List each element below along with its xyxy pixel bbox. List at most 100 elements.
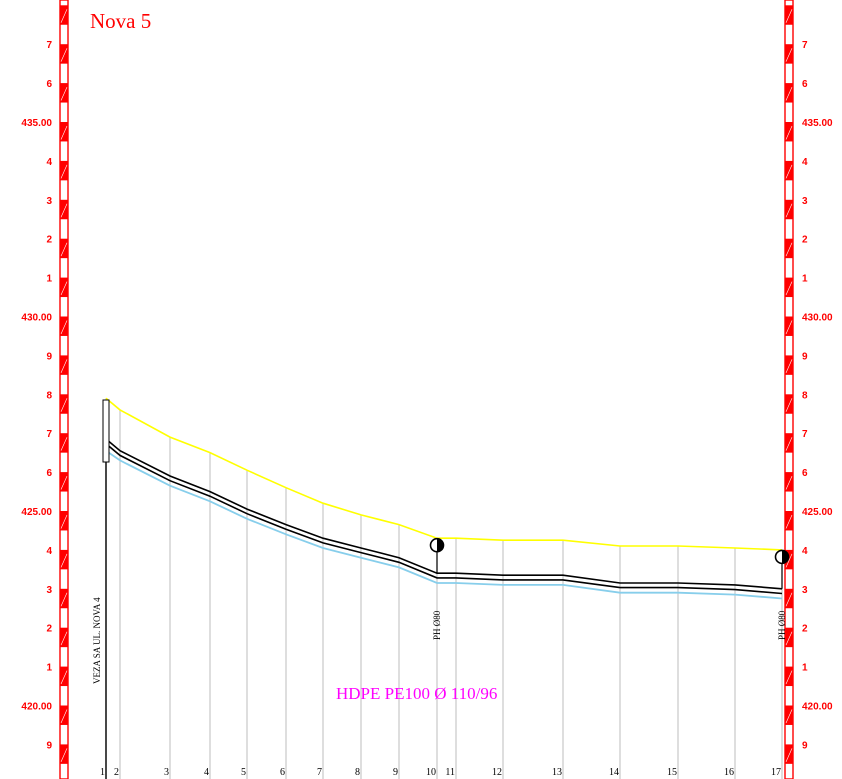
scale-label: 420.00	[802, 702, 833, 713]
scale-label: 425.00	[21, 507, 52, 518]
hydrant-label: PH Ø80	[777, 610, 787, 640]
connection-node	[102, 399, 110, 463]
scale-label: 425.00	[802, 507, 833, 518]
scale-segment	[785, 316, 793, 336]
scale-label: 3	[802, 585, 808, 596]
scale-segment	[785, 588, 793, 609]
scale-segment	[785, 666, 793, 687]
scale-bar	[784, 0, 794, 779]
pipe-bottom-line	[105, 443, 783, 595]
station-label: 15	[667, 767, 677, 778]
scale-hatch	[60, 48, 68, 62]
scale-label: 6	[802, 79, 808, 90]
scale-hatch	[60, 592, 68, 607]
scale-hatch	[60, 164, 68, 179]
scale-label: 3	[46, 585, 52, 596]
scale-hatch	[785, 475, 793, 490]
profile-lines	[105, 397, 783, 600]
scale-hatch	[785, 281, 793, 296]
scale-segment	[785, 122, 793, 142]
scale-segment	[60, 238, 68, 259]
scale-label: 9	[802, 351, 808, 362]
scale-hatch	[785, 670, 793, 685]
scale-segment	[60, 511, 68, 531]
scale-segment	[785, 549, 793, 570]
station-label: 7	[317, 767, 322, 778]
right-elevation-scale: 7 6 435.00 4 3 2 1 430.00 9 8 7 6 425.00 4 3 2 1 420.00 9	[784, 0, 833, 779]
scale-hatch	[60, 398, 68, 412]
scale-hatch	[60, 242, 68, 257]
scale-segment	[60, 744, 68, 764]
scale-hatch	[60, 320, 68, 335]
trench-bottom-line	[105, 449, 783, 600]
scale-label: 9	[46, 740, 52, 751]
station-label: 6	[280, 767, 285, 778]
scale-hatch	[60, 359, 68, 373]
station-lines	[105, 398, 783, 779]
connection-label: VEZA SA UL. NOVA 4	[92, 597, 102, 684]
station-label: 9	[393, 767, 398, 778]
scale-label: 9	[802, 740, 808, 751]
scale-segment	[785, 44, 793, 64]
scale-hatch	[785, 203, 793, 218]
scale-hatch	[60, 670, 68, 685]
scale-segment	[60, 160, 68, 181]
scale-segment	[60, 627, 68, 648]
station-label: 16	[724, 767, 734, 778]
station-label: 1	[100, 767, 105, 778]
scale-segment	[785, 744, 793, 764]
scale-label: 1	[46, 274, 52, 285]
scale-segment	[785, 394, 793, 414]
hydrants: PH Ø80 PH Ø80	[429, 537, 790, 640]
scale-segment	[785, 83, 793, 103]
scale-hatch	[60, 748, 68, 762]
left-elevation-scale: 7 6 435.00 4 3 2 1 430.00 9 8 7 6 425.00 4 3 2 1 420.00 9	[21, 0, 69, 779]
scale-hatch	[785, 398, 793, 412]
scale-label: 6	[46, 468, 52, 479]
scale-segment	[785, 627, 793, 648]
scale-hatch	[60, 9, 68, 23]
scale-hatch	[785, 86, 793, 101]
scale-segment	[785, 472, 793, 492]
station-label: 10	[426, 767, 436, 778]
scale-segment	[60, 277, 68, 298]
scale-hatch	[60, 281, 68, 296]
scale-label: 430.00	[21, 313, 52, 324]
scale-hatch	[60, 203, 68, 218]
scale-label: 3	[46, 196, 52, 207]
scale-hatch	[60, 475, 68, 490]
scale-hatch	[60, 514, 68, 529]
scale-segment	[60, 5, 68, 25]
scale-segment	[785, 238, 793, 259]
scale-hatch	[785, 709, 793, 724]
scale-label: 435.00	[802, 118, 833, 129]
scale-segment	[60, 433, 68, 453]
scale-hatch	[785, 359, 793, 373]
hydrant-symbol-fill	[437, 538, 444, 552]
terrain-line	[105, 397, 783, 551]
scale-label: 4	[802, 546, 808, 557]
scale-label: 2	[802, 235, 808, 246]
scale-label: 8	[802, 390, 808, 401]
station-label: 8	[355, 767, 360, 778]
scale-hatch	[60, 437, 68, 451]
scale-label: 7	[46, 429, 52, 440]
scale-label: 3	[802, 196, 808, 207]
scale-label: 6	[802, 468, 808, 479]
scale-label: 4	[46, 157, 52, 168]
scale-hatch	[60, 631, 68, 646]
scale-label: 8	[46, 390, 52, 401]
scale-hatch	[785, 631, 793, 646]
scale-label: 4	[802, 157, 808, 168]
scale-bar	[59, 0, 69, 779]
scale-segment	[60, 705, 68, 725]
scale-label: 2	[46, 235, 52, 246]
scale-hatch	[785, 748, 793, 762]
scale-segment	[785, 277, 793, 298]
scale-segment	[60, 666, 68, 687]
scale-hatch	[785, 320, 793, 335]
scale-segment	[60, 316, 68, 336]
scale-label: 7	[802, 40, 808, 51]
scale-hatch	[785, 125, 793, 140]
